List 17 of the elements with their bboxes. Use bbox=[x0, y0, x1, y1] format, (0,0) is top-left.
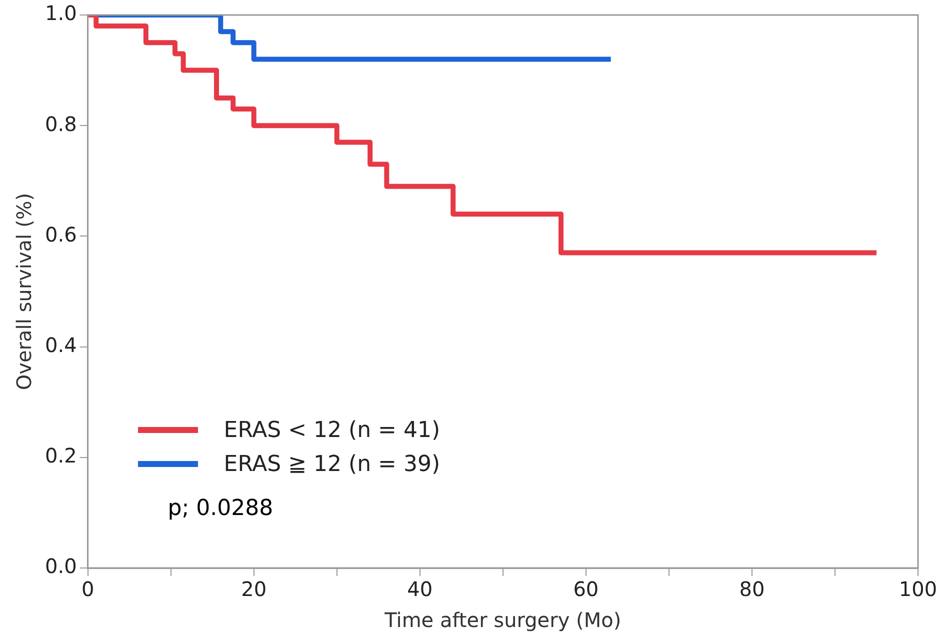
x-axis-title: Time after surgery (Mo) bbox=[384, 608, 622, 632]
y-tick-label: 0.6 bbox=[44, 222, 77, 246]
x-tick-label: 80 bbox=[739, 577, 765, 602]
legend-label: ERAS ≧ 12 (n = 39) bbox=[224, 452, 440, 477]
y-tick-label: 0.4 bbox=[44, 333, 77, 358]
x-tick-label: 0 bbox=[81, 577, 94, 602]
legend-label: ERAS < 12 (n = 41) bbox=[224, 418, 440, 443]
y-tick-label: 0.2 bbox=[44, 444, 77, 468]
y-tick-label: 0.0 bbox=[44, 554, 77, 578]
y-tick-label: 0.8 bbox=[44, 112, 77, 136]
x-tick-label: 20 bbox=[241, 577, 267, 602]
y-axis-title: Overall survival (%) bbox=[12, 192, 36, 390]
y-tick-label: 1.0 bbox=[44, 1, 77, 26]
annotation: p; 0.0288 bbox=[168, 496, 274, 522]
x-tick-label: 40 bbox=[407, 577, 433, 602]
x-tick-label: 60 bbox=[573, 577, 599, 602]
x-tick-label: 100 bbox=[898, 577, 938, 602]
